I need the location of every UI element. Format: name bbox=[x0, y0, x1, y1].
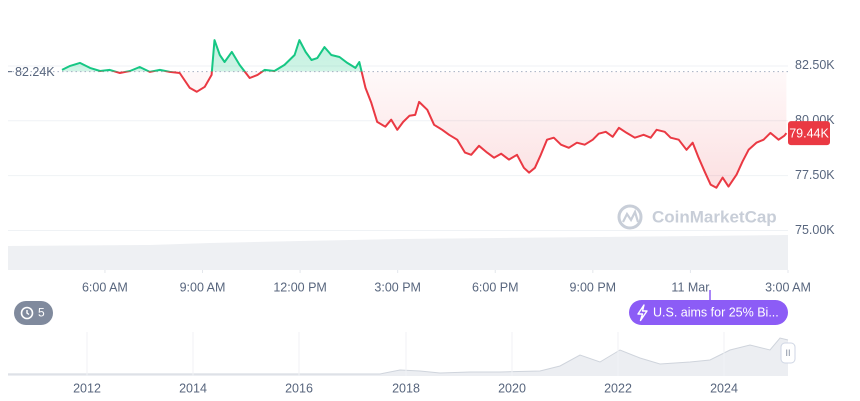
price-line bbox=[61, 39, 788, 189]
baseline-area bbox=[61, 40, 787, 188]
overview-year-label: 2014 bbox=[179, 381, 207, 395]
overview-line bbox=[8, 337, 789, 375]
volume-area bbox=[8, 235, 788, 270]
event-pill-bg[interactable] bbox=[629, 300, 788, 325]
watermark: CoinMarketCap bbox=[617, 204, 777, 230]
overview-year-label: 2018 bbox=[392, 381, 420, 395]
overview: II bbox=[8, 337, 796, 376]
event-pill[interactable]: U.S. aims for 25% Bi... bbox=[629, 300, 788, 325]
y-tick-label: 77.50K bbox=[795, 168, 835, 182]
overview-year-label: 2012 bbox=[73, 381, 101, 395]
overview-handle-text[interactable]: II bbox=[785, 348, 790, 358]
events-badge-bg[interactable] bbox=[14, 301, 53, 325]
overview-handle[interactable] bbox=[780, 342, 796, 364]
y-tick-label: 82.50K bbox=[795, 58, 835, 72]
last-price-badge bbox=[788, 121, 830, 146]
event-text[interactable]: U.S. aims for 25% Bi... bbox=[653, 305, 779, 319]
x-tick-label: 11 Mar bbox=[671, 280, 709, 294]
x-tick-label: 3:00 PM bbox=[374, 280, 421, 294]
overview-year-label: 2016 bbox=[285, 381, 313, 395]
overview-area bbox=[8, 338, 788, 376]
y-tick-label: 75.00K bbox=[795, 223, 835, 237]
events-count[interactable]: 5 bbox=[38, 306, 45, 320]
x-tick-label: 3:00 AM bbox=[765, 280, 811, 294]
last-price-label: 79.44K bbox=[789, 126, 829, 140]
x-tick-label: 9:00 AM bbox=[180, 280, 226, 294]
x-tick-label: 9:00 PM bbox=[570, 280, 617, 294]
x-tick-label: 6:00 AM bbox=[82, 280, 128, 294]
overview-year-label: 2020 bbox=[498, 381, 526, 395]
x-tick-label: 12:00 PM bbox=[273, 280, 327, 294]
watermark-text: CoinMarketCap bbox=[652, 207, 777, 226]
overview-year-label: 2022 bbox=[604, 381, 632, 395]
overview-year-label: 2024 bbox=[710, 381, 738, 395]
baseline-label: 82.24K bbox=[15, 65, 55, 79]
x-tick-label: 6:00 PM bbox=[472, 280, 519, 294]
events-badge[interactable]: 5 bbox=[14, 301, 53, 325]
